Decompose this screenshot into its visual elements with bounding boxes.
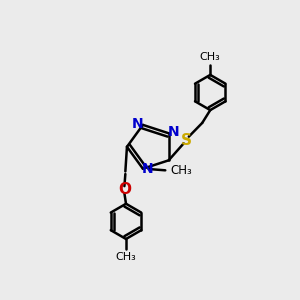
Text: O: O	[118, 182, 131, 197]
Text: CH₃: CH₃	[116, 252, 136, 262]
Text: N: N	[142, 162, 154, 176]
Text: N: N	[168, 125, 180, 139]
Text: N: N	[132, 117, 144, 130]
Text: CH₃: CH₃	[170, 164, 192, 177]
Text: S: S	[181, 133, 192, 148]
Text: CH₃: CH₃	[200, 52, 220, 62]
